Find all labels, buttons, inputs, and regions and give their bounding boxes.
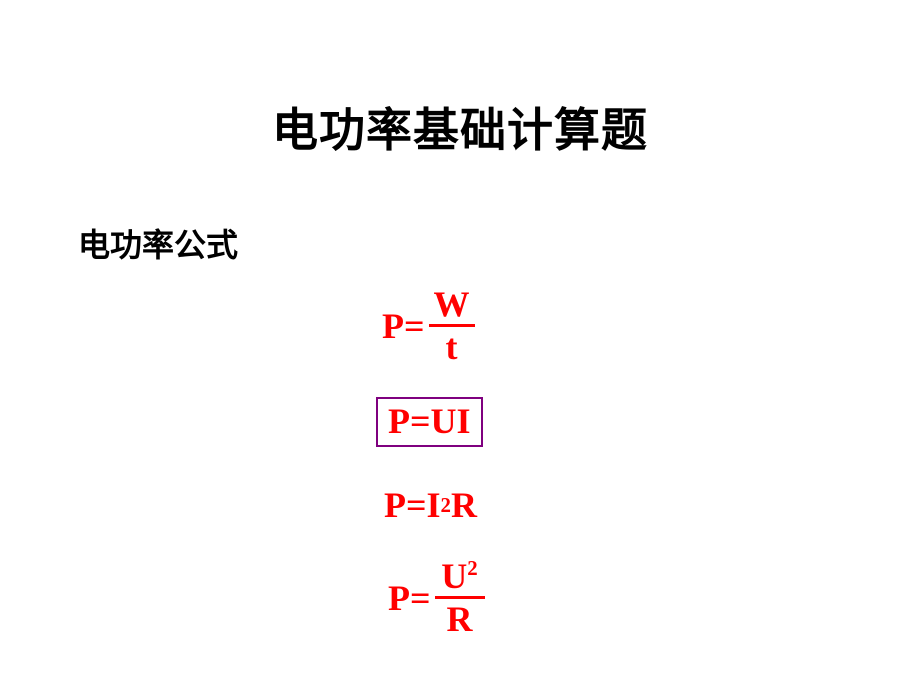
fraction: W t: [429, 286, 475, 365]
fraction: U2 R: [435, 558, 485, 637]
slide: 电功率基础计算题 电功率公式 P= W t P=UI P=I2R P= U2 R: [0, 0, 920, 690]
formula-lhs: P=I: [384, 487, 441, 523]
page-title: 电功率基础计算题: [0, 94, 920, 160]
numerator-base: U: [441, 556, 467, 596]
fraction-numerator: U2: [439, 558, 479, 594]
fraction-denominator: R: [445, 601, 475, 637]
formula-p-i2r: P=I2R: [384, 487, 477, 523]
formula-lhs: P=: [388, 580, 431, 616]
formula-p-w-over-t: P= W t: [382, 286, 475, 365]
formula-lhs: P=: [382, 308, 425, 344]
fraction-numerator: W: [432, 286, 472, 322]
subtitle: 电功率公式: [78, 220, 238, 266]
formula-p-ui-boxed: P=UI: [376, 397, 483, 447]
formula-tail: R: [451, 487, 477, 523]
fraction-denominator: t: [444, 329, 460, 365]
numerator-superscript: 2: [467, 556, 477, 580]
formula-p-u2-over-r: P= U2 R: [388, 558, 485, 637]
